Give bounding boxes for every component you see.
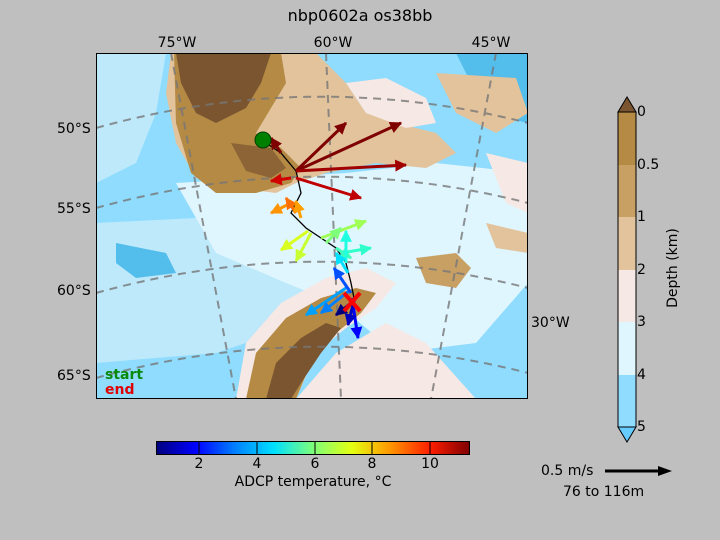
- arrow: [293, 199, 305, 219]
- depth-tick-2: 2: [637, 262, 646, 278]
- south-america-dark: [176, 53, 271, 123]
- depth-tick-0-5: 0.5: [637, 157, 660, 173]
- map-plot: [96, 53, 528, 399]
- arrow: [280, 229, 309, 252]
- temp-tick-10: 10: [421, 456, 439, 472]
- depth-tick-4: 4: [637, 367, 646, 383]
- lon-label-60w: 60°W: [313, 35, 353, 51]
- temperature-colorbar: [156, 441, 470, 455]
- map-title: nbp0602a os38bb: [287, 6, 433, 25]
- arrow: [320, 219, 368, 240]
- arrow: [269, 173, 292, 186]
- depth-tick-3: 3: [637, 314, 646, 330]
- ocean-deep-west: [116, 243, 176, 278]
- lon-label-75w: 75°W: [157, 35, 197, 51]
- depth-tick-5: 5: [637, 419, 646, 435]
- legend-start: start: [105, 367, 144, 383]
- arrow: [295, 121, 403, 173]
- arrow: [334, 251, 350, 274]
- ocean-shade-west: [96, 53, 166, 183]
- arrow: [295, 176, 363, 201]
- depth-colorbar: [617, 96, 637, 443]
- arrow: [294, 121, 348, 173]
- arrow: [324, 226, 343, 245]
- lon-label-30w: 30°W: [531, 315, 570, 331]
- falklands-area: [346, 78, 436, 128]
- arrow: [305, 286, 347, 317]
- tierra-del-fuego-dark: [231, 143, 286, 178]
- arrow: [332, 267, 353, 294]
- lat-label-65s: 65°S: [57, 368, 91, 384]
- lon-label-45w: 45°W: [471, 35, 511, 51]
- quiver-key-arrow: [605, 466, 672, 476]
- end-marker: [342, 291, 362, 313]
- antarctic-peninsula-dark: [266, 323, 341, 399]
- graticule: [96, 53, 528, 399]
- lat-label-55s: 55°S: [57, 201, 91, 217]
- temp-tick-6: 6: [310, 456, 320, 472]
- scotia-sea: [176, 163, 528, 353]
- lat-label-60s: 60°S: [57, 283, 91, 299]
- depth-tick-0: 0: [637, 104, 646, 120]
- depth-colorbar-label: Depth (km): [665, 228, 681, 308]
- lat-label-50s: 50°S: [57, 121, 91, 137]
- temp-tick-8: 8: [367, 456, 377, 472]
- quiver-key-speed: 0.5 m/s: [541, 463, 594, 479]
- temperature-colorbar-label: ADCP temperature, °C: [234, 474, 392, 490]
- temperature-colorbar-ticks: [198, 441, 431, 455]
- arrow: [295, 159, 408, 173]
- arrow: [269, 137, 283, 154]
- arrow: [294, 232, 313, 263]
- map-frame: [96, 53, 528, 399]
- south-georgia: [486, 153, 528, 213]
- scotia-ridge-east: [486, 223, 528, 253]
- quiver-key-depth-range: 76 to 116m: [563, 484, 645, 500]
- start-marker: [254, 131, 272, 149]
- legend-end: end: [105, 382, 135, 398]
- depth-tick-1: 1: [637, 209, 646, 225]
- temp-tick-4: 4: [252, 456, 262, 472]
- temp-tick-2: 2: [194, 456, 204, 472]
